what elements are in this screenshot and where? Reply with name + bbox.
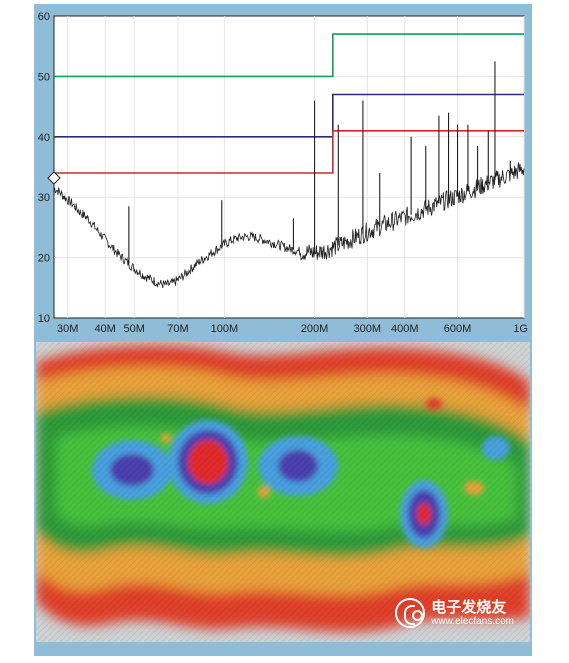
near-field-heatmap: 电子发烧友 www.elecfans.com [36, 342, 530, 642]
axis-tick-labels: 10 20 30 40 50 60 30M 40M 50M 70M 100M 200M 300M 400M… [38, 11, 528, 335]
spectrum-trace [53, 61, 525, 288]
emission-spectrum-chart: 10 20 30 40 50 60 30M 40M 50M 70M 100M 200M 300M 400M… [38, 11, 528, 335]
y-tick-label: 10 [38, 313, 50, 325]
plot-area [53, 15, 525, 319]
elecfans-logo-icon [395, 598, 426, 628]
x-tick-label: 400M [391, 323, 419, 335]
limit-line-3 [54, 130, 524, 174]
watermark-url: www.elecfans.com [431, 615, 514, 627]
y-tick-label: 30 [38, 192, 50, 204]
limit-line-2 [54, 93, 524, 138]
x-tick-label: 70M [167, 323, 188, 335]
limit-lines [54, 33, 524, 174]
x-tick-label: 200M [301, 323, 329, 335]
spectrum-line [53, 162, 525, 288]
x-tick-label: 300M [354, 323, 382, 335]
y-tick-label: 40 [38, 132, 50, 144]
heatmap-contours [36, 342, 530, 642]
x-tick-label: 30M [57, 323, 78, 335]
watermark-name: 电子发烧友 [431, 597, 507, 616]
y-tick-label: 60 [38, 11, 50, 23]
y-tick-label: 20 [38, 253, 50, 265]
x-tick-label: 50M [123, 323, 144, 335]
watermark: 电子发烧友 www.elecfans.com [395, 596, 514, 630]
x-tick-label: 40M [94, 323, 115, 335]
x-tick-label: 1G [513, 323, 528, 335]
y-tick-label: 50 [38, 71, 50, 83]
x-tick-label: 600M [444, 323, 472, 335]
limit-line-1 [54, 33, 524, 78]
x-tick-label: 100M [211, 323, 239, 335]
marker-diamond [47, 171, 61, 185]
